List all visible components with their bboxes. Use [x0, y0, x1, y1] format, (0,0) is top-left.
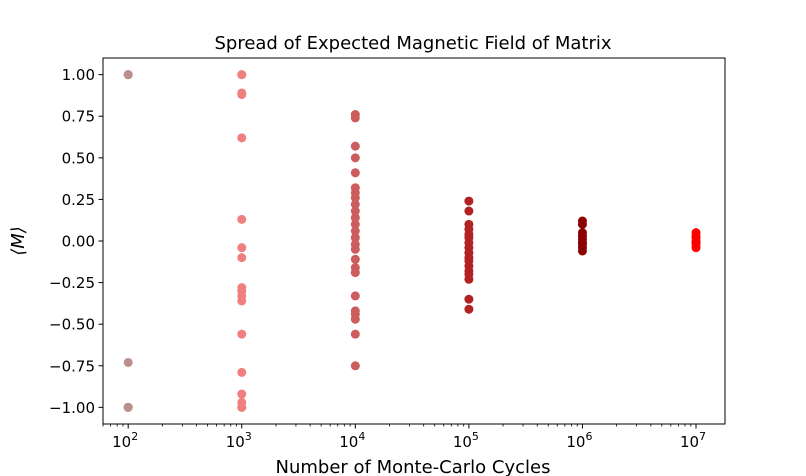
data-point — [237, 243, 247, 253]
data-point — [350, 244, 360, 254]
data-point — [237, 389, 247, 399]
data-point — [350, 193, 360, 203]
data-point — [123, 357, 133, 367]
data-point — [350, 291, 360, 301]
data-point — [237, 253, 247, 263]
y-axis-label: ⟨M⟩ — [8, 226, 29, 256]
data-point — [350, 153, 360, 163]
data-point — [350, 219, 360, 229]
data-point — [350, 329, 360, 339]
data-point — [237, 296, 247, 306]
x-tick-label: 106 — [566, 430, 592, 451]
data-point — [577, 246, 587, 256]
data-point — [350, 233, 360, 243]
data-point — [464, 206, 474, 216]
data-point — [350, 268, 360, 278]
data-point — [350, 141, 360, 151]
data-point — [237, 367, 247, 377]
data-point — [237, 133, 247, 143]
data-point — [350, 226, 360, 236]
data-point — [350, 361, 360, 371]
data-point — [350, 213, 360, 223]
data-point — [350, 113, 360, 123]
chart-title: Spread of Expected Magnetic Field of Mat… — [214, 33, 611, 54]
plot-area-frame — [102, 57, 726, 425]
data-point — [464, 294, 474, 304]
x-tick-label: 104 — [339, 430, 365, 451]
data-points — [123, 70, 701, 412]
data-point — [464, 196, 474, 206]
y-tick-label: 0.00 — [62, 233, 95, 251]
y-tick-label: 0.50 — [62, 149, 95, 167]
data-point — [237, 90, 247, 100]
x-tick-label: 107 — [680, 430, 706, 451]
data-point — [691, 243, 701, 253]
data-point — [123, 402, 133, 412]
data-point — [577, 219, 587, 229]
x-tick-label: 103 — [226, 430, 252, 451]
data-point — [237, 70, 247, 80]
y-tick-label: 1.00 — [62, 66, 95, 84]
data-point — [350, 168, 360, 178]
data-point — [237, 329, 247, 339]
data-point — [350, 254, 360, 264]
data-point — [350, 314, 360, 324]
x-tick-label: 102 — [112, 430, 138, 451]
y-tick-label: −0.25 — [49, 274, 95, 292]
y-tick-label: −0.50 — [49, 316, 95, 334]
x-axis-label: Number of Monte-Carlo Cycles — [276, 457, 551, 476]
data-point — [464, 274, 474, 284]
y-tick-label: −0.75 — [49, 357, 95, 375]
data-point — [123, 70, 133, 80]
data-point — [350, 206, 360, 216]
x-tick-label: 105 — [453, 430, 479, 451]
data-point — [237, 402, 247, 412]
y-axis-ticks: 1.00 0.75 0.50 0.25 0.00 −0.25 −0.50 −0.75 −1.00 — [49, 66, 103, 417]
data-point — [237, 214, 247, 224]
y-tick-label: 0.25 — [62, 191, 95, 209]
y-tick-label: −1.00 — [49, 399, 95, 417]
x-axis-ticks: 102 103 104 105 106 107 — [102, 424, 706, 451]
data-point — [350, 199, 360, 209]
data-point — [464, 304, 474, 314]
y-tick-label: 0.75 — [62, 108, 95, 126]
